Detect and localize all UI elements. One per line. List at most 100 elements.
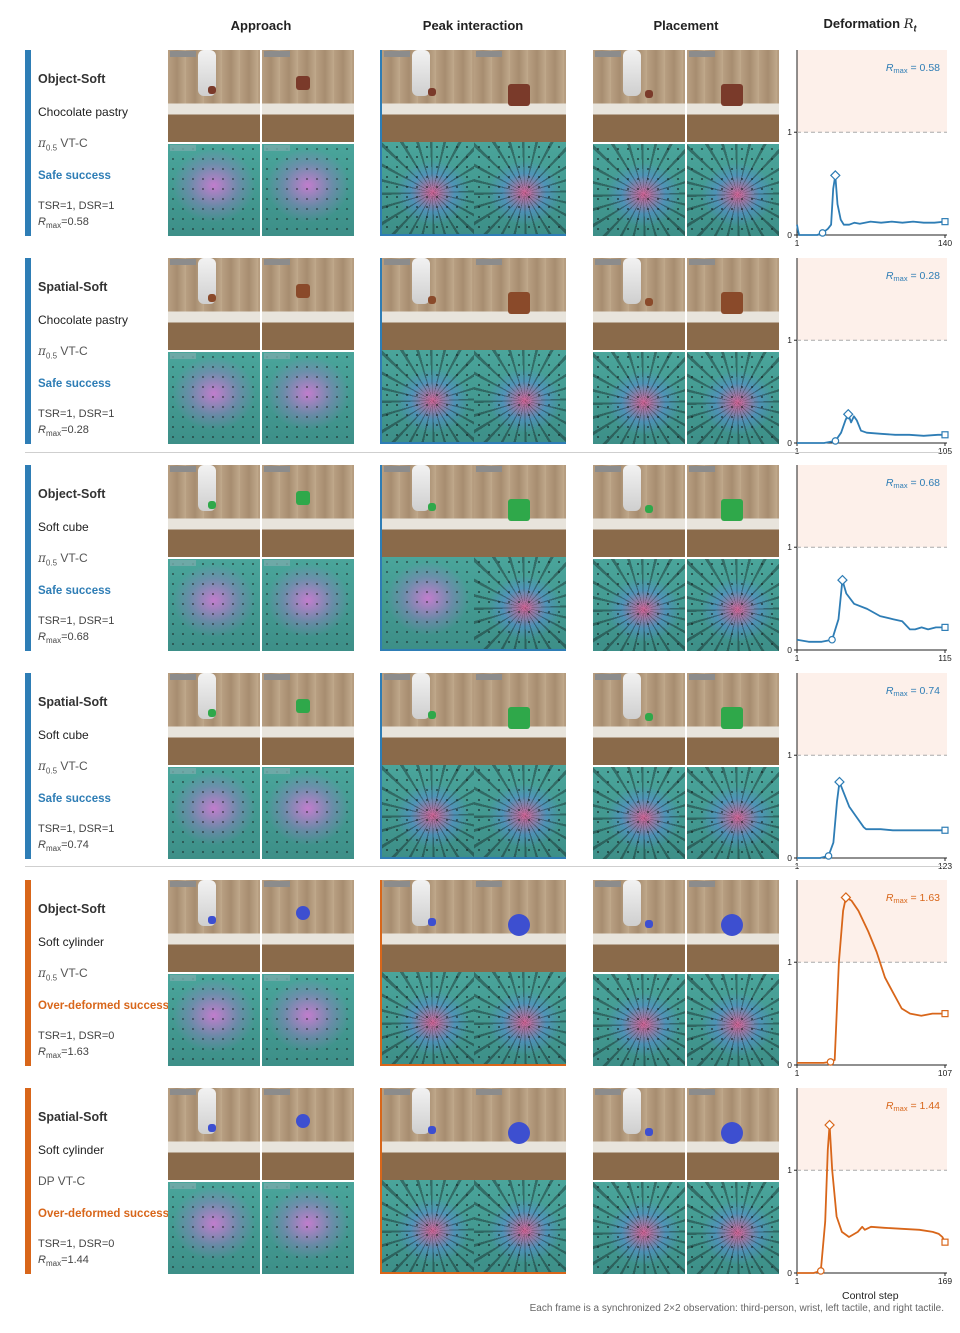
- y-tick-label: 1: [787, 542, 792, 552]
- third-person-view: [382, 880, 474, 972]
- episode-meta: Object-Soft Soft cylinder π0.5 VT-C Over-de…: [38, 880, 169, 1066]
- task-name: Spatial-Soft: [38, 1110, 108, 1124]
- left-tactile-view: [168, 1182, 260, 1274]
- object-shape: [508, 914, 530, 936]
- end-marker: [941, 1010, 949, 1018]
- task-name: Spatial-Soft: [38, 695, 108, 709]
- view-tab: [384, 674, 410, 680]
- x-tick-label: 140: [938, 238, 952, 248]
- header-placement: Placement: [653, 18, 719, 33]
- rmax-sub: max: [45, 844, 62, 854]
- header-approach: Approach: [230, 18, 292, 33]
- view-tab: [264, 881, 290, 887]
- outcome-accent-bar: [25, 880, 31, 1066]
- episode-row: Object-Soft Chocolate pastry π0.5 VT-C Safe…: [0, 50, 960, 248]
- robot-arm-shape: [412, 258, 430, 304]
- rmax-value: =0.28: [61, 424, 89, 436]
- frame-placement: [593, 465, 779, 651]
- rmax-symbol: R: [38, 631, 46, 643]
- outcome-label: Safe success: [38, 585, 111, 597]
- rmax-annotation-value: = 0.74: [908, 685, 941, 697]
- third-person-view: [168, 880, 260, 972]
- object-shape: [508, 1122, 530, 1144]
- outcome-accent-bar: [25, 673, 31, 859]
- rmax-annotation-symbol: R: [886, 62, 894, 74]
- rmax-sub: max: [45, 221, 62, 231]
- episode-row: Spatial-Soft Chocolate pastry π0.5 VT-C Saf…: [0, 258, 960, 456]
- end-marker: [941, 1238, 949, 1246]
- start-marker: [831, 437, 840, 445]
- object-shape: [428, 503, 436, 511]
- over-threshold-region: [797, 880, 947, 963]
- outcome-label: Safe success: [38, 378, 111, 390]
- wrist-view: [262, 673, 354, 765]
- rmax-annotation-value: = 0.58: [908, 62, 941, 74]
- right-tactile-view: [262, 1182, 354, 1274]
- group-divider-1: [25, 452, 945, 453]
- right-tactile-view: [474, 142, 566, 234]
- episode-meta: Object-Soft Soft cube π0.5 VT-C Safe succes…: [38, 465, 168, 651]
- object-shape: [645, 1128, 653, 1136]
- episode-meta: Spatial-Soft Soft cube π0.5 VT-C Safe succe…: [38, 673, 168, 859]
- header-deformation-symbol: R: [903, 17, 914, 32]
- task-name: Object-Soft: [38, 72, 106, 86]
- frame-approach: [168, 465, 354, 651]
- end-marker: [941, 623, 949, 631]
- view-tab: [264, 674, 290, 680]
- policy-base: π: [38, 551, 46, 565]
- view-tab: [476, 51, 502, 57]
- y-tick-label: 0: [787, 1060, 792, 1070]
- frame-placement: [593, 673, 779, 859]
- left-tactile-view: [382, 557, 474, 649]
- rmax-annotation-value: = 1.44: [908, 1100, 941, 1112]
- object-shape: [296, 284, 310, 298]
- left-tactile-view: [382, 1180, 474, 1272]
- view-tab: [264, 768, 290, 774]
- episode-row: Spatial-Soft Soft cylinder DP VT-C Over-def…: [0, 1088, 960, 1286]
- left-tactile-view: [593, 144, 685, 236]
- view-tab: [170, 674, 196, 680]
- left-tactile-view: [168, 144, 260, 236]
- right-tactile-view: [687, 974, 779, 1066]
- robot-arm-shape: [412, 1088, 430, 1134]
- rmax-annotation: Rmax = 0.28: [886, 270, 940, 283]
- wrist-view: [474, 880, 566, 972]
- y-tick-label: 0: [787, 645, 792, 655]
- third-person-view: [382, 50, 474, 142]
- outcome-label: Over-deformed success: [38, 1208, 170, 1220]
- wrist-view: [687, 880, 779, 972]
- end-marker: [941, 431, 949, 439]
- frame-peak-interaction: [380, 50, 566, 236]
- peak-marker: [837, 574, 848, 586]
- policy-name: π0.5 VT-C: [38, 344, 88, 360]
- object-shape: [645, 920, 653, 928]
- policy-base: π: [38, 966, 46, 980]
- view-tab: [264, 353, 290, 359]
- policy-base: π: [38, 759, 46, 773]
- header-peak-interaction: Peak interaction: [422, 18, 524, 33]
- policy-sub: 0.5: [45, 973, 58, 983]
- start-marker: [824, 852, 833, 860]
- object-shape: [208, 501, 216, 509]
- right-tactile-view: [262, 767, 354, 859]
- frame-approach: [168, 673, 354, 859]
- third-person-view: [382, 1088, 474, 1180]
- view-tab: [384, 881, 410, 887]
- right-tactile-view: [687, 352, 779, 444]
- robot-arm-shape: [198, 258, 216, 304]
- robot-arm-shape: [412, 880, 430, 926]
- robot-arm-shape: [198, 465, 216, 511]
- view-tab: [170, 51, 196, 57]
- rmax-value: =0.58: [61, 216, 89, 228]
- third-person-view: [593, 673, 685, 765]
- header-deformation-subscript: t: [913, 23, 917, 34]
- policy-sub: 0.5: [45, 558, 58, 568]
- rmax-annotation-value: = 1.63: [908, 892, 941, 904]
- outcome-label: Safe success: [38, 170, 111, 182]
- view-tab: [595, 51, 621, 57]
- object-shape: [296, 76, 310, 90]
- view-tab: [170, 466, 196, 472]
- y-tick-label: 1: [787, 1165, 792, 1175]
- object-shape: [645, 298, 653, 306]
